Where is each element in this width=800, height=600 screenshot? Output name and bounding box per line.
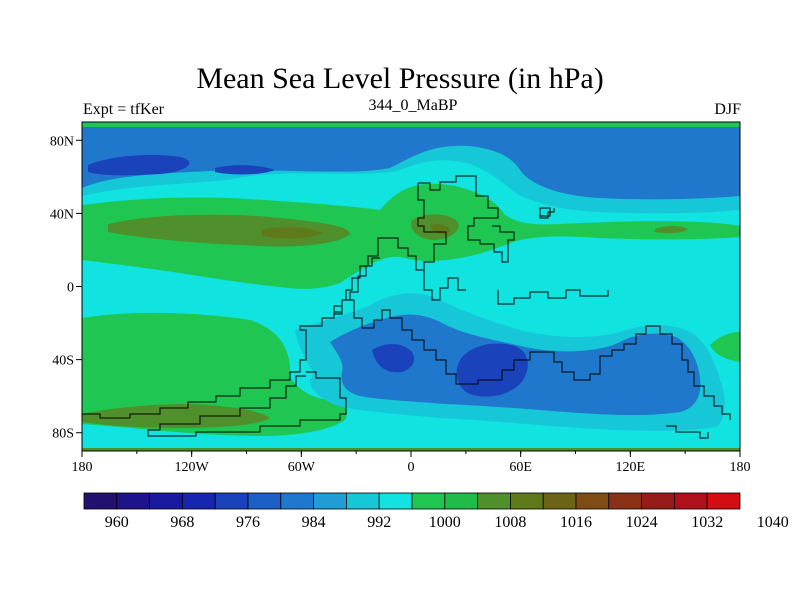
contour-fields [82,122,740,451]
colorbar-label: 1024 [626,514,658,531]
colorbar-swatch [378,492,413,510]
lon-tick-label: 60W [288,460,316,475]
coast-americas [82,257,380,419]
colorbar-swatch [116,492,151,510]
lat-tick-label: 80N [50,134,74,149]
coast-africa [345,237,731,420]
field-south-strip [82,448,740,451]
field-north-976-a [88,154,190,176]
coast-eurasia [418,175,515,263]
colorbar-swatch [674,492,708,510]
field-north-1016-a [108,214,350,247]
period-label: 344_0_MaBP [368,97,458,114]
field-south-1008-east [710,332,740,362]
coast-island-a [333,305,343,315]
colorbar-swatch [181,492,216,510]
colorbar-label: 1032 [691,514,723,531]
colorbar-label: 1016 [560,514,592,531]
colorbar-label: 976 [236,514,260,531]
colorbar-swatch [575,492,610,510]
coast-south-america [147,371,347,437]
field-south-1008-west [82,312,347,436]
colorbar-swatch [706,492,741,510]
coast-island-b [539,207,551,217]
colorbar-swatch [345,492,380,510]
coast-arabia [539,208,555,219]
colorbar-label: 1040 [757,514,789,531]
field-north-1008 [82,183,740,289]
lat-tick-label: 80S [52,427,74,442]
coast-africa-west [423,270,466,301]
colorbar-label: 1000 [429,514,461,531]
lon-tick-label: 180 [72,460,93,475]
field-north-976-b [215,165,275,175]
colorbar-swatch [83,492,118,510]
lon-tick-label: 60E [509,460,532,475]
season-label: DJF [714,101,741,118]
lon-tick-label: 120W [175,460,210,475]
colorbar-label: 1008 [494,514,526,531]
lon-tick-label: 120E [616,460,646,475]
lon-tick-label: 0 [408,460,415,475]
colorbar-label: 984 [302,514,326,531]
coast-europe [390,183,447,271]
colorbar-swatch [509,492,544,510]
colorbar-swatch [247,492,282,510]
field-north-strip [82,122,740,127]
lat-tick-label: 0 [67,281,74,296]
coast-antarctic-east [666,425,709,439]
experiment-label: Expt = tfKer [83,101,164,118]
field-south-976 [372,343,528,397]
field-north-1016-c [655,226,688,234]
colorbar-swatch [641,492,675,510]
colorbar-swatch [280,492,314,510]
colorbar-label: 992 [367,514,391,531]
field-north-1024-b [430,223,450,234]
chart-title: Mean Sea Level Pressure (in hPa) [196,62,604,95]
coastlines [82,175,731,439]
field-north-1024-a [262,226,322,239]
colorbar-swatch [214,492,249,510]
colorbar: 960 968 976 984 992 1000 1008 1016 1024 1032 1040 [83,492,789,531]
colorbar-swatch [444,492,478,510]
colorbar-swatch [313,492,347,510]
lat-tick-label: 40N [50,207,74,222]
axis-layer: 180 120W 60W 0 60E 120E 180 80N 40N 0 40S 80S [50,134,751,475]
colorbar-swatch [149,492,183,510]
field-south-1016-west [82,404,270,428]
colorbar-swatch [477,492,511,510]
colorbar-label: 960 [105,514,129,531]
colorbar-swatch [411,492,446,510]
colorbar-label: 968 [170,514,194,531]
colorbar-swatch [542,492,577,510]
field-north-984 [82,127,740,200]
coast-india [497,289,609,305]
lat-tick-label: 40S [52,354,74,369]
lon-tick-label: 180 [730,460,751,475]
colorbar-swatch [608,492,642,510]
